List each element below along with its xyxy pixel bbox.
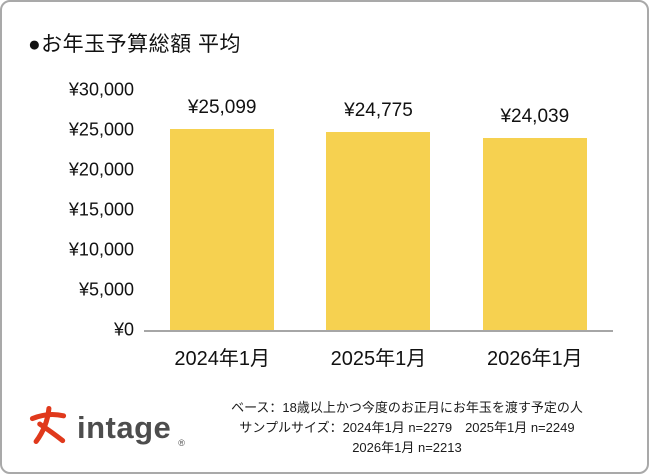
y-tick-label: ¥5,000 <box>78 279 134 300</box>
y-tick-label: ¥30,000 <box>68 79 134 100</box>
y-tick-label: ¥0 <box>113 319 134 340</box>
intage-logo-text: intage <box>77 409 172 445</box>
bar-value-label: ¥25,099 <box>187 97 257 119</box>
intage-logo: intage ® <box>26 403 185 452</box>
bar <box>170 129 275 330</box>
bar-group: ¥24,039 <box>457 90 613 330</box>
bar <box>482 137 587 330</box>
y-tick-label: ¥15,000 <box>68 199 134 220</box>
bar <box>326 131 431 330</box>
footnote-sample-size: サンプルサイズ：2024年1月 n=2279 2025年1月 n=2249 <box>239 419 575 435</box>
x-axis-label: 2025年1月 <box>330 348 427 370</box>
footnote-base: ベース：18歳以上かつ今度のお正月にお年玉を渡す予定の人 <box>231 399 583 415</box>
intage-registered-mark: ® <box>178 438 185 449</box>
intage-logo-icon <box>26 403 70 452</box>
bar-group: ¥24,775 <box>300 90 456 330</box>
x-axis-label: 2024年1月 <box>174 348 270 370</box>
bar-value-label: ¥24,039 <box>500 105 570 127</box>
footnote-sample-size-2: 2026年1月 n=2213 <box>352 439 462 455</box>
x-axis-labels: 2024年1月 2025年1月 2026年1月 <box>144 342 613 371</box>
chart-title: ●お年玉予算総額 平均 <box>28 33 242 56</box>
y-tick-label: ¥20,000 <box>68 159 134 180</box>
plot-area: ¥25,099 ¥24,775 ¥24,039 <box>144 90 613 332</box>
y-tick-label: ¥25,000 <box>68 119 134 140</box>
x-axis-label: 2026年1月 <box>487 348 583 370</box>
footer: intage ® ベース：18歳以上かつ今度のお正月にお年玉を渡す予定の人 サン… <box>2 398 647 458</box>
bar-group: ¥25,099 <box>144 90 300 330</box>
y-tick-label: ¥10,000 <box>68 239 134 260</box>
bar-value-label: ¥24,775 <box>344 99 413 121</box>
chart-region: ¥0 ¥5,000 ¥10,000 ¥15,000 ¥20,000 ¥25,000 ¥30,… <box>20 80 613 340</box>
y-axis: ¥0 ¥5,000 ¥10,000 ¥15,000 ¥20,000 ¥25,000 ¥30,… <box>20 80 144 340</box>
footnotes: ベース：18歳以上かつ今度のお正月にお年玉を渡す予定の人 サンプルサイズ：202… <box>185 398 647 458</box>
